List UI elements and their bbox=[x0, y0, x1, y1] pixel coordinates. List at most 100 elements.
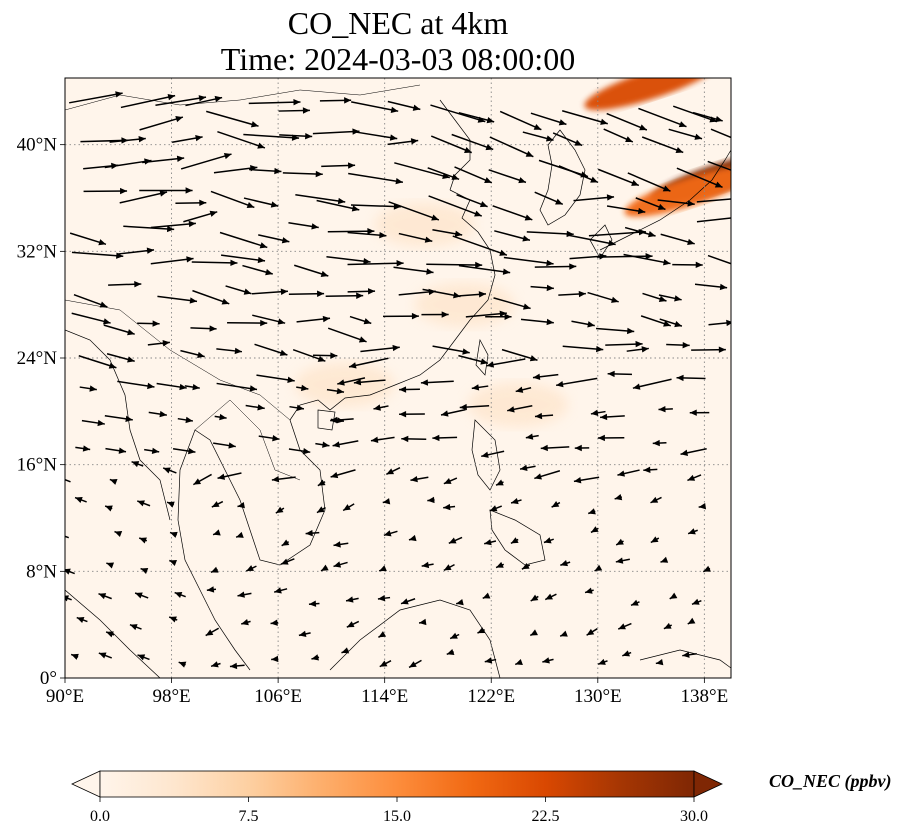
coastline-hainan bbox=[317, 409, 336, 431]
wind-arrow bbox=[166, 501, 175, 508]
wind-arrow bbox=[74, 496, 87, 504]
wind-arrow bbox=[530, 112, 567, 126]
wind-arrow bbox=[510, 497, 522, 505]
wind-arrow bbox=[521, 563, 531, 570]
wind-arrow bbox=[383, 530, 398, 537]
colorbar-tick-label: 22.5 bbox=[532, 808, 560, 825]
wind-arrow bbox=[410, 475, 429, 483]
wind-arrow bbox=[658, 294, 682, 302]
wind-arrow bbox=[333, 541, 349, 548]
wind-arrow bbox=[288, 290, 325, 297]
wind-arrow bbox=[137, 320, 160, 327]
wind-arrow bbox=[319, 97, 352, 104]
wind-arrow bbox=[245, 565, 257, 572]
wind-arrow bbox=[104, 505, 113, 512]
wind-arrow bbox=[420, 379, 454, 386]
wind-arrow bbox=[317, 479, 326, 487]
wind-arrow bbox=[669, 592, 678, 600]
wind-arrow bbox=[520, 318, 554, 326]
wind-arrow bbox=[454, 166, 493, 184]
wind-arrow bbox=[237, 591, 252, 598]
wind-arrow bbox=[136, 500, 151, 507]
coastline-china bbox=[289, 189, 496, 421]
wind-arrow bbox=[481, 450, 505, 458]
wind-arrow bbox=[691, 346, 726, 353]
wind-arrow bbox=[227, 319, 268, 327]
wind-arrow bbox=[573, 476, 600, 484]
wind-arrow bbox=[606, 112, 648, 131]
wind-arrow bbox=[347, 260, 404, 267]
wind-arrow bbox=[440, 408, 466, 417]
wind-arrow bbox=[624, 226, 656, 238]
wind-arrow bbox=[346, 620, 360, 628]
wind-arrow bbox=[489, 505, 503, 512]
coastline-borneo bbox=[329, 599, 501, 678]
wind-arrow bbox=[347, 231, 387, 239]
wind-arrow bbox=[443, 477, 458, 485]
wind-arrow bbox=[216, 347, 243, 355]
wind-arrow bbox=[245, 404, 265, 411]
wind-arrow bbox=[408, 534, 417, 542]
wind-arrow bbox=[622, 650, 632, 657]
wind-arrow bbox=[378, 631, 387, 638]
wind-arrow bbox=[710, 128, 731, 139]
wind-arrow bbox=[471, 384, 489, 391]
coastline-korea bbox=[539, 129, 586, 226]
wind-arrow bbox=[162, 467, 177, 474]
wind-arrow bbox=[663, 622, 673, 630]
wind-arrow bbox=[584, 587, 594, 594]
wind-arrow bbox=[104, 414, 133, 423]
wind-arrow bbox=[69, 232, 107, 246]
coastline-indochina bbox=[177, 419, 326, 671]
x-tick-label: 98°E bbox=[152, 686, 190, 707]
wind-arrow bbox=[525, 433, 539, 440]
wind-arrow bbox=[75, 445, 91, 452]
wind-arrow bbox=[590, 526, 599, 534]
wind-arrow bbox=[254, 343, 288, 356]
wind-arrow bbox=[401, 435, 427, 443]
wind-arrow bbox=[315, 441, 330, 448]
wind-arrow bbox=[571, 320, 595, 328]
y-tick-label: 32°N bbox=[17, 241, 58, 262]
wind-arrow bbox=[156, 382, 187, 391]
wind-arrow bbox=[597, 434, 625, 442]
wind-arrow bbox=[421, 561, 434, 569]
wind-arrow bbox=[341, 647, 350, 654]
wind-arrow bbox=[242, 264, 273, 276]
wind-arrow bbox=[552, 132, 583, 147]
border-china-south bbox=[65, 299, 291, 421]
wind-arrow bbox=[387, 100, 421, 111]
wind-arrow bbox=[574, 444, 590, 452]
wind-arrow bbox=[210, 661, 221, 668]
x-tick-label: 90°E bbox=[46, 686, 84, 707]
wind-arrow bbox=[70, 653, 79, 660]
wind-arrow bbox=[635, 197, 666, 211]
wind-arrow bbox=[282, 170, 323, 178]
wind-arrow bbox=[355, 131, 398, 141]
wind-arrow bbox=[594, 564, 603, 572]
wind-arrow bbox=[696, 217, 731, 223]
wind-arrow bbox=[477, 627, 486, 634]
wind-arrow bbox=[408, 659, 422, 669]
wind-arrow bbox=[626, 346, 649, 353]
wind-arrow bbox=[373, 404, 389, 411]
wind-arrow bbox=[534, 470, 561, 480]
wind-arrow bbox=[225, 285, 252, 295]
wind-arrow bbox=[205, 627, 220, 637]
wind-arrow bbox=[243, 197, 279, 208]
wind-arrow bbox=[192, 473, 212, 486]
map-background bbox=[65, 78, 731, 678]
wind-arrow bbox=[666, 341, 690, 349]
wind-arrow bbox=[708, 319, 731, 327]
wind-arrow bbox=[558, 165, 599, 184]
wind-arrow bbox=[330, 416, 354, 424]
wind-arrow bbox=[142, 155, 185, 164]
colorbar-label: CO_NEC (ppbv) bbox=[769, 771, 892, 792]
wind-arrow bbox=[308, 600, 320, 607]
wind-arrow bbox=[428, 195, 483, 217]
wind-arrow bbox=[190, 325, 217, 332]
wind-arrow bbox=[106, 562, 115, 569]
wind-arrow bbox=[216, 382, 258, 392]
wind-arrow bbox=[332, 440, 359, 448]
wind-arrow bbox=[150, 256, 194, 265]
